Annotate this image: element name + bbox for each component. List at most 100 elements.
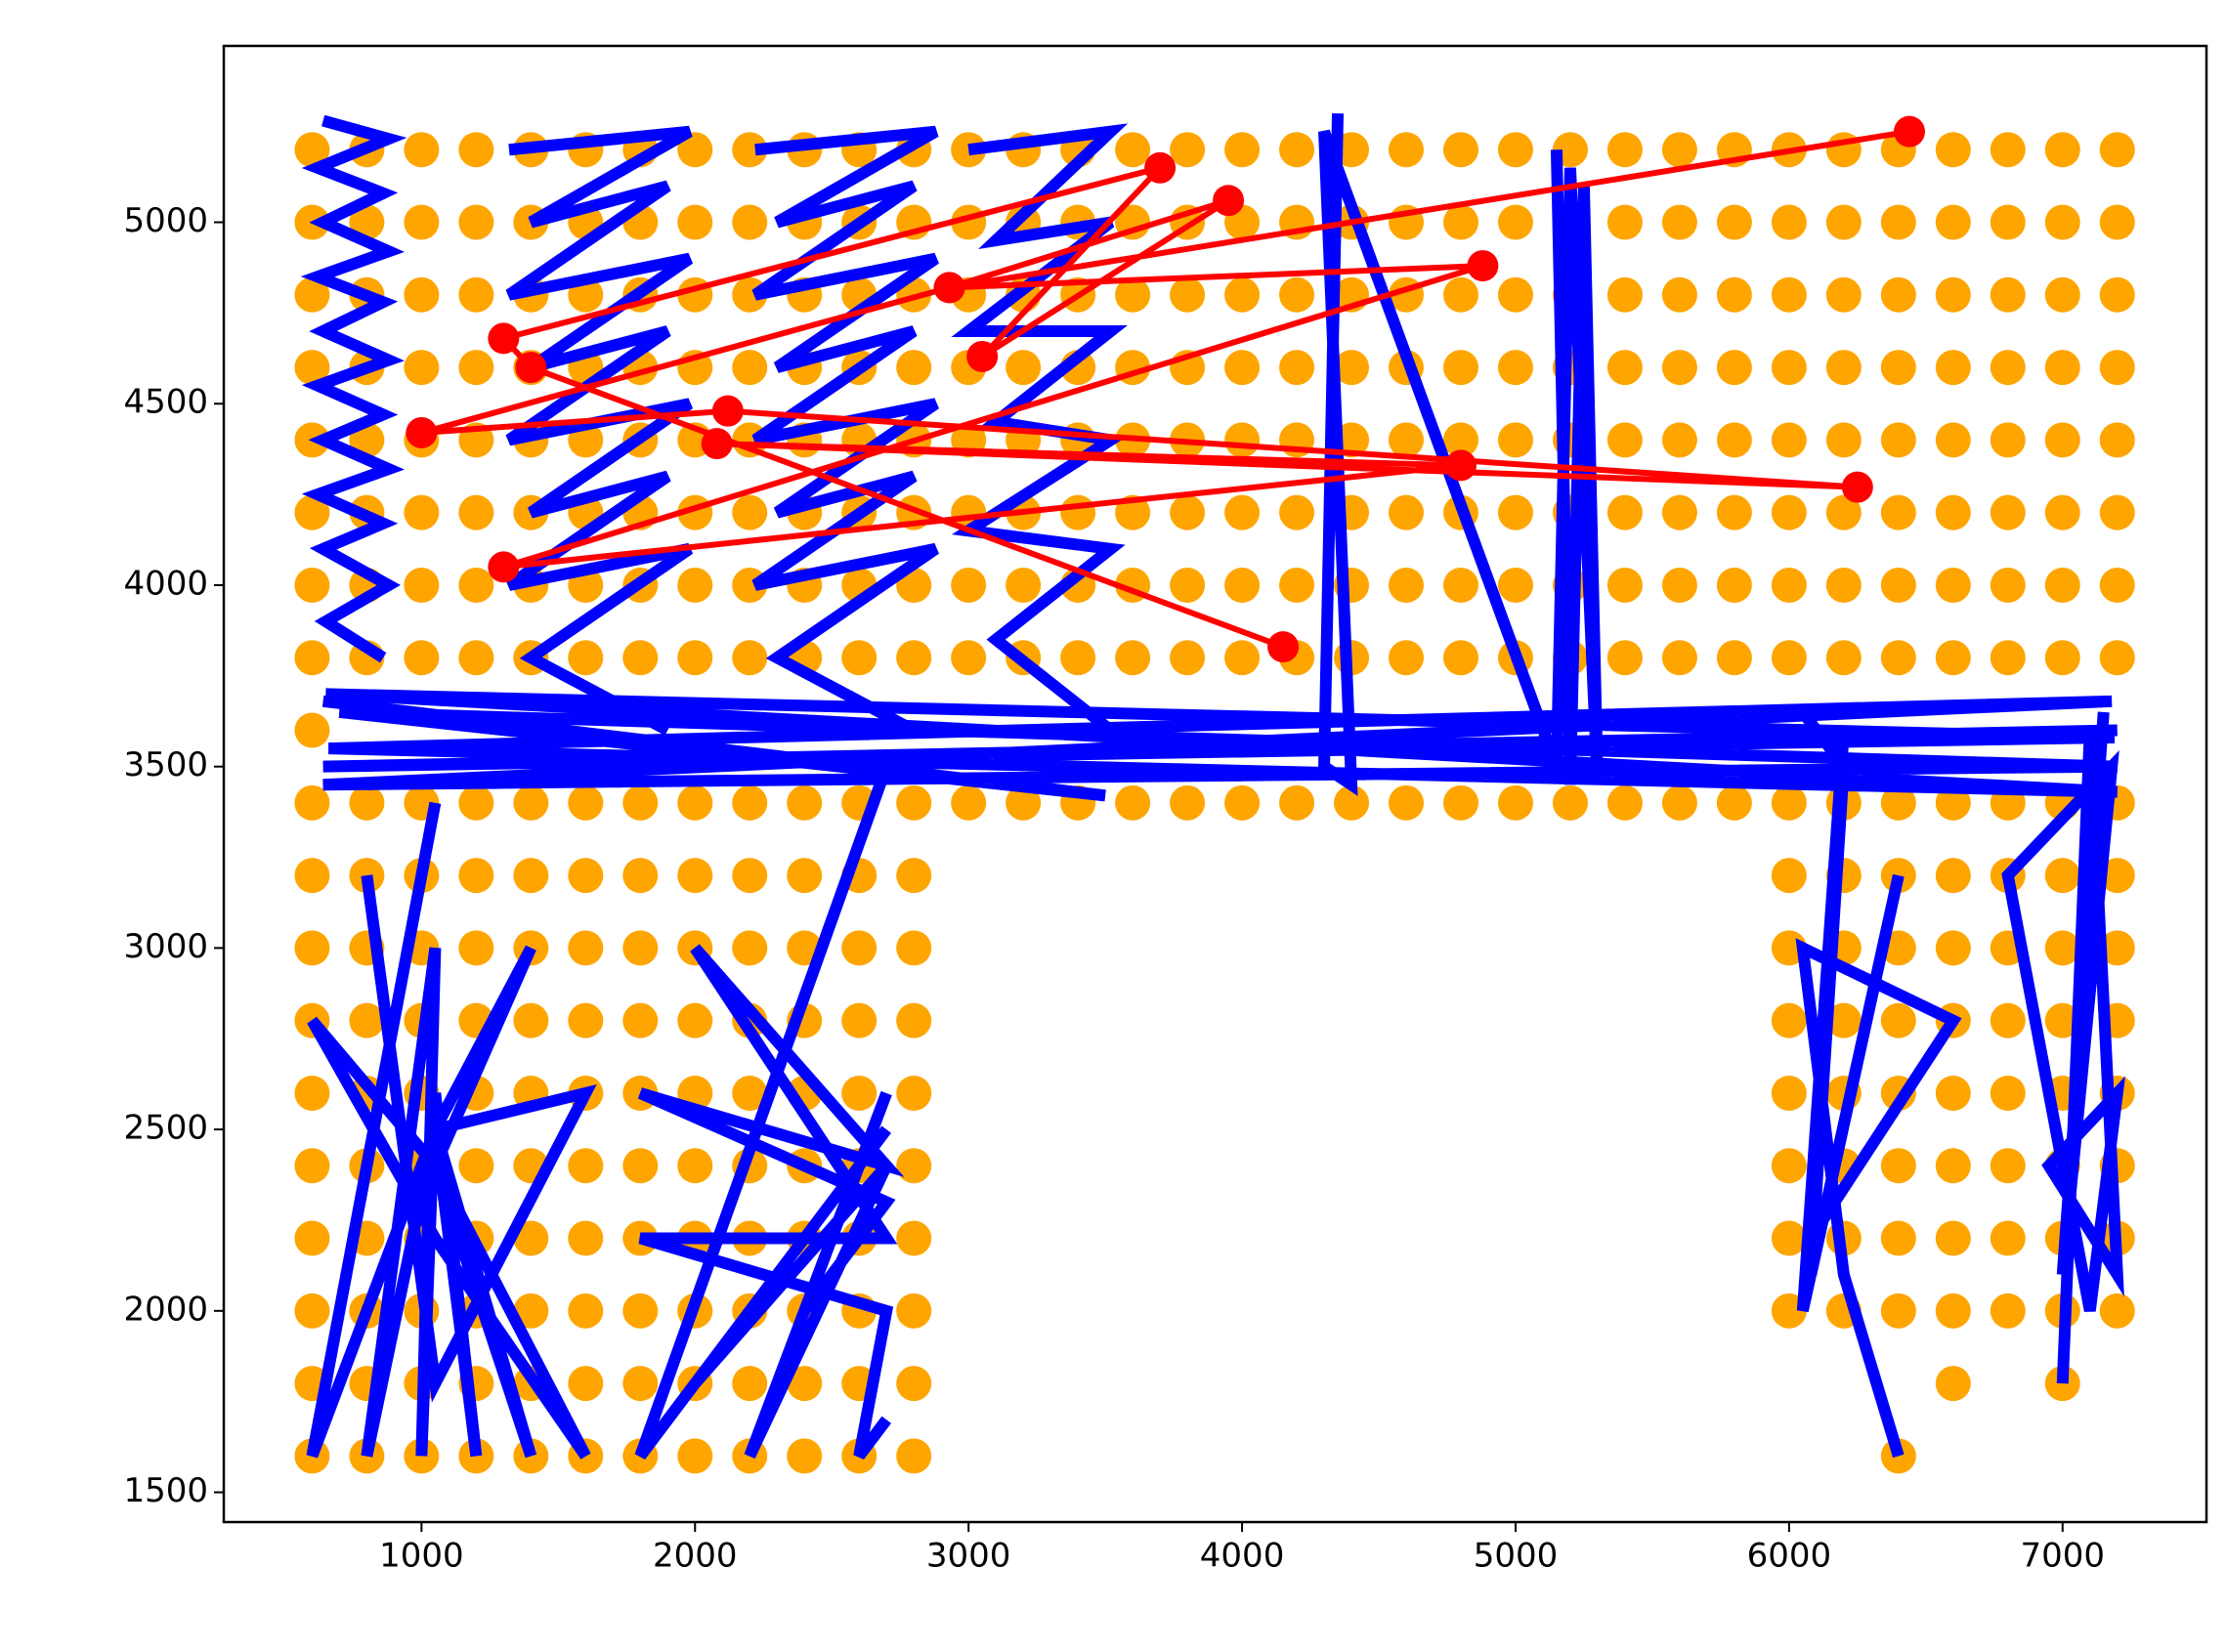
point — [1606, 204, 1643, 240]
point — [1880, 204, 1916, 240]
point — [1880, 784, 1916, 821]
point — [2099, 422, 2135, 458]
point — [2099, 567, 2135, 603]
point — [787, 784, 823, 821]
point — [1497, 494, 1533, 530]
point — [622, 784, 659, 821]
point — [458, 640, 494, 676]
route-point — [1467, 250, 1499, 282]
point — [787, 858, 823, 894]
point — [1990, 1220, 2026, 1256]
point — [841, 1002, 878, 1038]
point — [2099, 350, 2135, 386]
point — [1661, 350, 1697, 386]
point — [404, 350, 440, 386]
point — [1935, 494, 1971, 530]
point — [1497, 784, 1533, 821]
point — [294, 132, 330, 168]
point — [2044, 640, 2080, 676]
point — [677, 204, 713, 240]
point — [349, 204, 385, 240]
point — [896, 350, 932, 386]
point — [349, 1002, 385, 1038]
point — [1060, 494, 1096, 530]
point — [1661, 276, 1697, 313]
point — [1716, 784, 1752, 821]
point — [1224, 132, 1261, 168]
point — [404, 132, 440, 168]
point — [896, 1438, 932, 1474]
point — [622, 1148, 659, 1184]
point — [2099, 930, 2135, 966]
point — [1170, 640, 1206, 676]
point — [1825, 640, 1862, 676]
point — [1825, 1002, 1862, 1038]
x-tick-label: 2000 — [653, 1537, 738, 1576]
point — [1880, 350, 1916, 386]
point — [1279, 350, 1315, 386]
point — [1716, 422, 1752, 458]
point — [1224, 784, 1261, 821]
point — [1606, 276, 1643, 313]
point — [1825, 422, 1862, 458]
trajectory-line — [2001, 711, 2125, 1384]
point — [1661, 204, 1697, 240]
route-point — [515, 352, 547, 384]
route-point — [1267, 631, 1300, 663]
point — [732, 784, 768, 821]
point — [1771, 276, 1807, 313]
point — [2044, 422, 2080, 458]
point — [1990, 204, 2026, 240]
point — [458, 132, 494, 168]
point — [677, 640, 713, 676]
point — [622, 640, 659, 676]
route-point — [1144, 151, 1177, 184]
point — [2099, 204, 2135, 240]
point — [677, 567, 713, 603]
point — [1606, 132, 1643, 168]
point — [513, 1002, 549, 1038]
point — [1935, 1075, 1971, 1111]
point — [458, 204, 494, 240]
point — [896, 1292, 932, 1329]
point — [951, 640, 987, 676]
point — [1880, 1220, 1916, 1256]
point — [1389, 640, 1425, 676]
point — [1990, 276, 2026, 313]
point — [294, 712, 330, 748]
point — [1661, 422, 1697, 458]
point — [1442, 567, 1478, 603]
point — [1606, 350, 1643, 386]
point — [841, 930, 878, 966]
point — [622, 1002, 659, 1038]
point — [294, 784, 330, 821]
route-point — [488, 322, 520, 355]
point — [2044, 858, 2080, 894]
point — [1880, 567, 1916, 603]
point — [1389, 784, 1425, 821]
point — [1606, 640, 1643, 676]
point — [1279, 494, 1315, 530]
point — [1935, 132, 1971, 168]
point — [2099, 858, 2135, 894]
point — [732, 1366, 768, 1402]
point — [1606, 567, 1643, 603]
point — [1497, 422, 1533, 458]
point — [622, 858, 659, 894]
point — [1389, 494, 1425, 530]
route-point — [1213, 185, 1245, 217]
point — [1442, 640, 1478, 676]
point — [1170, 494, 1206, 530]
point — [1771, 1002, 1807, 1038]
point — [787, 1438, 823, 1474]
point — [458, 930, 494, 966]
point — [732, 640, 768, 676]
point — [568, 1002, 604, 1038]
point — [1224, 276, 1261, 313]
point — [1771, 858, 1807, 894]
point — [1990, 1075, 2026, 1111]
point — [1279, 784, 1315, 821]
point — [2044, 204, 2080, 240]
point — [2099, 132, 2135, 168]
